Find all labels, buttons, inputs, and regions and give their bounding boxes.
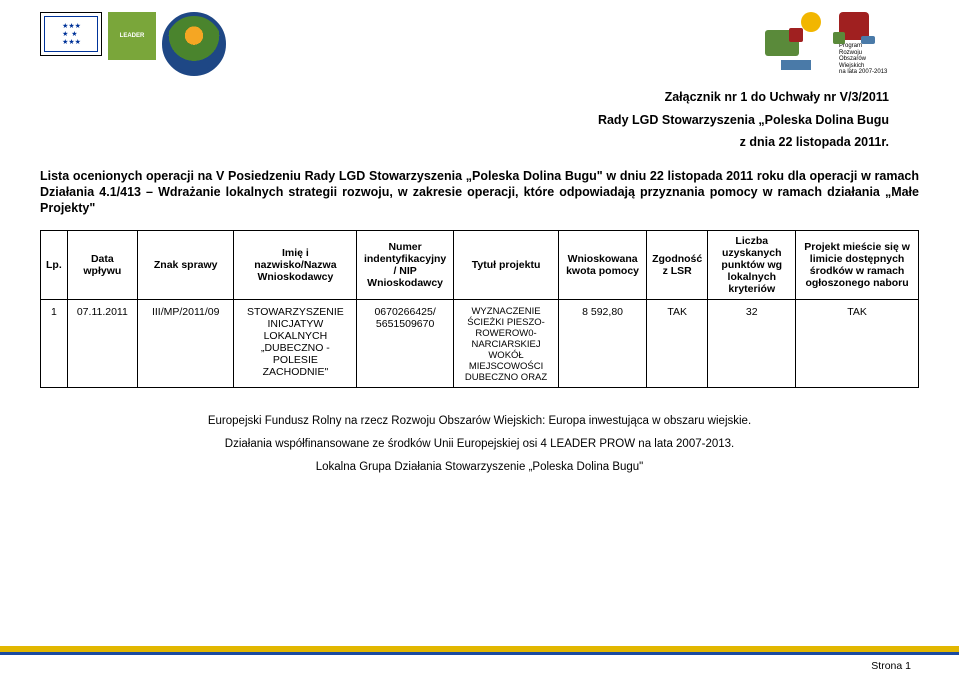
cell-nip: 0670266425/ 5651509670 xyxy=(357,300,454,388)
prow-text-l2: Rozwoju xyxy=(839,50,919,57)
eu-flag-icon: ★ ★ ★★ ★★ ★ ★ xyxy=(40,12,102,56)
attachment-line-3: z dnia 22 listopada 2011r. xyxy=(0,131,889,154)
col-kwota: Wnioskowana kwota pomocy xyxy=(559,231,647,300)
prow-text-l3: Obszarów xyxy=(839,56,919,63)
intro-paragraph: Lista ocenionych operacji na V Posiedzen… xyxy=(0,154,959,217)
poleska-dolina-bugu-logo-icon xyxy=(162,12,226,76)
attachment-line-1: Załącznik nr 1 do Uchwały nr V/3/2011 xyxy=(0,86,889,109)
col-wnioskodawca: Imię i nazwisko/Nazwa Wnioskodawcy xyxy=(234,231,357,300)
col-punkty: Liczba uzyskanych punktów wg lokalnych k… xyxy=(708,231,796,300)
cell-tytul: WYZNACZENIE ŚCIEŻKI PIESZO-ROWEROW0-NARC… xyxy=(453,300,558,388)
projects-table: Lp. Data wpływu Znak sprawy Imię i nazwi… xyxy=(40,230,919,388)
footer-line-3: Lokalna Grupa Działania Stowarzyszenie „… xyxy=(0,456,959,479)
prow-logo-icon: Program Rozwoju Obszarów Wiejskich na la… xyxy=(839,12,919,76)
cell-kwota: 8 592,80 xyxy=(559,300,647,388)
logo-right-group: Program Rozwoju Obszarów Wiejskich na la… xyxy=(761,12,919,76)
col-lp: Lp. xyxy=(41,231,68,300)
cell-punkty: 32 xyxy=(708,300,796,388)
prow-text-l4: Wiejskich xyxy=(839,63,919,70)
table-row: 1 07.11.2011 III/MP/2011/09 STOWARZYSZEN… xyxy=(41,300,919,388)
header-logo-row: ★ ★ ★★ ★★ ★ ★ LEADER Program Rozwoju Obs… xyxy=(0,0,959,76)
col-tytul: Tytuł projektu xyxy=(453,231,558,300)
footer-line-2: Działania współfinansowane ze środków Un… xyxy=(0,433,959,456)
footer-color-bar xyxy=(0,646,959,652)
cell-zgodnosc: TAK xyxy=(646,300,707,388)
col-limit: Projekt mieście się w limicie dostępnych… xyxy=(796,231,919,300)
prow-text-l1: Program xyxy=(839,43,919,50)
logo-left-group: ★ ★ ★★ ★★ ★ ★ LEADER xyxy=(40,12,226,76)
cell-wnioskodawca: STOWARZYSZENIE INICJATYW LOKALNYCH „DUBE… xyxy=(234,300,357,388)
attachment-line-2: Rady LGD Stowarzyszenia „Poleska Dolina … xyxy=(0,109,889,132)
cell-lp: 1 xyxy=(41,300,68,388)
regional-art-logo-icon xyxy=(761,12,831,70)
col-zgodnosc: Zgodność z LSR xyxy=(646,231,707,300)
cell-data-wplywu: 07.11.2011 xyxy=(67,300,137,388)
cell-znak: III/MP/2011/09 xyxy=(137,300,234,388)
page-number: Strona 1 xyxy=(871,660,911,672)
table-header-row: Lp. Data wpływu Znak sprawy Imię i nazwi… xyxy=(41,231,919,300)
footer-line-1: Europejski Fundusz Rolny na rzecz Rozwoj… xyxy=(0,410,959,433)
attachment-block: Załącznik nr 1 do Uchwały nr V/3/2011 Ra… xyxy=(0,76,959,154)
footer-block: Europejski Fundusz Rolny na rzecz Rozwoj… xyxy=(0,410,959,479)
col-data-wplywu: Data wpływu xyxy=(67,231,137,300)
prow-text-l5: na lata 2007-2013 xyxy=(839,69,919,76)
leader-logo-icon: LEADER xyxy=(108,12,156,60)
col-znak: Znak sprawy xyxy=(137,231,234,300)
col-nip: Numer indentyfikacyjny / NIP Wnioskodawc… xyxy=(357,231,454,300)
cell-limit: TAK xyxy=(796,300,919,388)
